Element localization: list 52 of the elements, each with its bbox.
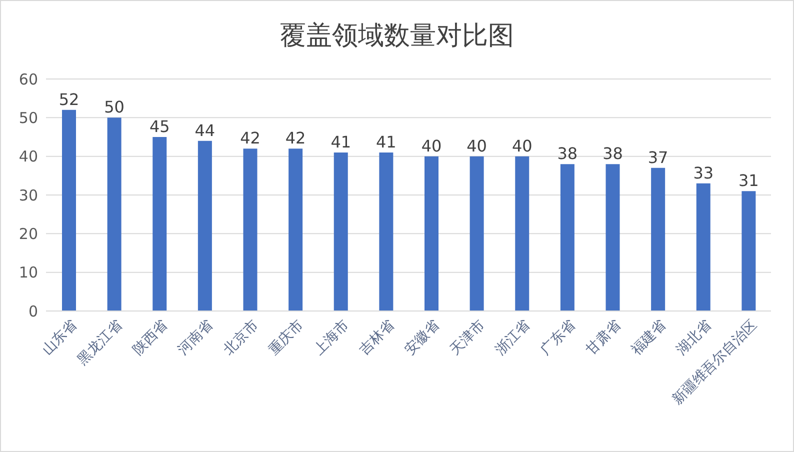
bar [243,148,258,311]
bar [62,110,76,311]
x-tick-label: 天津市 [447,317,488,358]
bar [560,164,574,311]
bar [288,148,303,311]
data-label: 40 [512,136,532,156]
data-label: 33 [693,163,714,182]
data-label: 44 [194,120,216,140]
x-tick-label: 甘肃省 [583,317,624,358]
x-tick-label: 广东省 [538,317,579,358]
bar [606,164,620,311]
bar [470,156,484,311]
data-label: 31 [738,171,759,190]
bar [651,168,666,311]
data-label: 42 [285,128,306,148]
x-tick-label: 福建省 [628,317,670,358]
bar [198,140,212,311]
y-tick-label: 0 [28,302,38,320]
data-label: 40 [421,136,442,156]
x-tick-label: 陕西省 [130,317,171,358]
x-tick-label: 北京市 [220,317,262,358]
bar [152,137,167,311]
bar [379,152,394,311]
x-tick-label: 上海市 [311,317,352,358]
data-label: 41 [330,132,352,152]
data-label: 40 [466,136,487,156]
x-tick-label: 安徽省 [402,317,443,358]
y-tick-label: 60 [18,70,38,88]
y-tick-label: 30 [18,186,38,204]
x-tick-label: 河南省 [175,317,216,358]
y-tick-label: 10 [18,264,38,282]
bar [334,152,348,311]
x-tick-label: 吉林省 [356,317,398,358]
x-tick-label: 浙江省 [492,317,534,358]
bar [696,183,710,311]
y-tick-label: 50 [18,108,38,127]
x-tick-label: 重庆市 [266,317,307,358]
data-label: 41 [376,132,396,152]
data-label: 38 [557,144,578,164]
chart-title: 覆盖领域数量对比图 [279,20,515,53]
data-label: 52 [58,90,80,109]
y-tick-label: 40 [18,148,38,166]
bar [424,156,438,311]
data-label: 42 [240,128,260,148]
bar [107,118,122,311]
data-label: 50 [104,98,124,117]
bar [515,156,530,311]
data-label: 45 [149,117,170,136]
data-label: 38 [602,144,623,164]
bar [742,191,756,311]
y-tick-label: 20 [18,224,38,243]
data-label: 37 [648,148,668,167]
